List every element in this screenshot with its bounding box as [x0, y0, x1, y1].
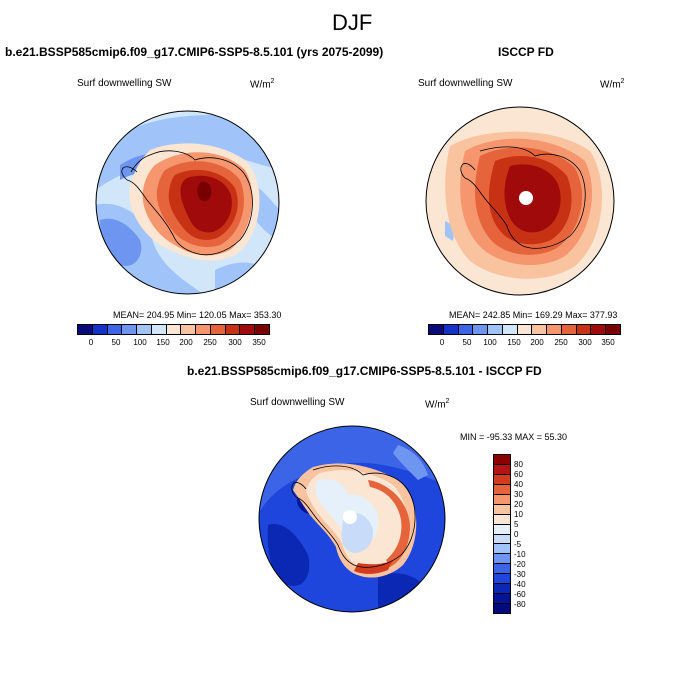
panel2-units-label: W/m2	[600, 78, 625, 91]
color-swatch	[547, 325, 562, 334]
color-swatch	[92, 325, 108, 334]
colorbar-tick: 10	[514, 510, 523, 519]
color-swatch	[494, 484, 510, 495]
color-swatch	[576, 325, 592, 334]
colorbar-tick: 200	[179, 338, 193, 347]
colorbar-tick: -60	[514, 590, 526, 599]
colorbar-tick: 0	[439, 338, 445, 347]
color-swatch	[494, 534, 510, 545]
color-swatch	[494, 455, 510, 465]
colorbar-tick: 80	[514, 460, 523, 469]
color-swatch	[151, 325, 167, 334]
color-swatch	[494, 544, 510, 555]
color-swatch	[606, 325, 620, 334]
color-swatch	[517, 325, 533, 334]
color-swatch	[494, 564, 510, 575]
colorbar-tick: 250	[554, 338, 568, 347]
color-swatch	[488, 325, 503, 334]
panel1-units-label: W/m2	[250, 78, 275, 91]
colorbar-tick: 50	[462, 338, 472, 347]
color-swatch	[494, 584, 510, 595]
color-swatch	[591, 325, 607, 334]
colorbar-tick: 350	[252, 338, 266, 347]
color-swatch	[181, 325, 197, 334]
diff-variable-label: Surf downwelling SW	[250, 397, 345, 408]
color-swatch	[240, 325, 256, 334]
panel1-colorbar	[77, 324, 270, 335]
panel1-case-title: b.e21.BSSP585cmip6.f09_g17.CMIP6-SSP5-8.…	[5, 45, 384, 59]
colorbar-tick: -20	[514, 560, 526, 569]
colorbar-tick: 300	[228, 338, 242, 347]
diff-polar-map	[258, 425, 446, 613]
colorbar-tick: 350	[601, 338, 615, 347]
colorbar-tick: 100	[133, 338, 147, 347]
color-swatch	[122, 325, 138, 334]
color-swatch	[225, 325, 241, 334]
color-swatch	[494, 524, 510, 535]
colorbar-tick: -5	[514, 540, 522, 549]
color-swatch	[494, 474, 510, 485]
color-swatch	[494, 464, 510, 475]
color-swatch	[166, 325, 182, 334]
panel1-stats: MEAN= 204.95 Min= 120.05 Max= 353.30	[113, 310, 282, 320]
color-swatch	[494, 504, 510, 515]
colorbar-tick: 20	[514, 500, 523, 509]
color-swatch	[494, 604, 510, 613]
colorbar-tick: -80	[514, 600, 526, 609]
diff-units-label: W/m2	[425, 398, 450, 411]
colorbar-tick: 200	[530, 338, 544, 347]
colorbar-tick: 30	[514, 490, 523, 499]
color-swatch	[196, 325, 211, 334]
colorbar-tick: 60	[514, 470, 523, 479]
color-swatch	[494, 594, 510, 605]
colorbar-tick: -40	[514, 580, 526, 589]
color-swatch	[255, 325, 269, 334]
color-swatch	[443, 325, 459, 334]
colorbar-tick: 5	[514, 520, 519, 529]
color-swatch	[429, 325, 444, 334]
colorbar-tick: 250	[203, 338, 217, 347]
colorbar-tick: -10	[514, 550, 526, 559]
color-swatch	[494, 514, 510, 525]
color-swatch	[473, 325, 489, 334]
color-swatch	[458, 325, 474, 334]
color-swatch	[532, 325, 548, 334]
colorbar-tick: 40	[514, 480, 523, 489]
panel2-case-title: ISCCP FD	[498, 45, 554, 59]
colorbar-tick: 100	[483, 338, 497, 347]
panel2-polar-map	[425, 106, 615, 296]
panel2-variable-label: Surf downwelling SW	[418, 78, 513, 89]
color-swatch	[494, 494, 510, 505]
color-swatch	[78, 325, 93, 334]
diff-case-title: b.e21.BSSP585cmip6.f09_g17.CMIP6-SSP5-8.…	[187, 364, 542, 378]
diff-colorbar	[493, 454, 511, 614]
colorbar-tick: -30	[514, 570, 526, 579]
colorbar-tick: 150	[507, 338, 521, 347]
panel1-polar-map	[95, 110, 280, 295]
color-swatch	[502, 325, 518, 334]
colorbar-tick: 0	[88, 338, 94, 347]
figure-title: DJF	[332, 10, 373, 35]
color-swatch	[561, 325, 577, 334]
color-swatch	[137, 325, 152, 334]
diff-stats: MIN = -95.33 MAX = 55.30	[460, 432, 568, 442]
panel2-colorbar	[428, 324, 621, 335]
panel1-variable-label: Surf downwelling SW	[77, 78, 172, 89]
colorbar-tick: 50	[111, 338, 121, 347]
color-swatch	[494, 554, 510, 565]
colorbar-tick: 0	[514, 530, 519, 539]
color-swatch	[210, 325, 226, 334]
color-swatch	[494, 574, 510, 585]
color-swatch	[107, 325, 123, 334]
colorbar-tick: 150	[156, 338, 170, 347]
colorbar-tick: 300	[578, 338, 592, 347]
panel2-stats: MEAN= 242.85 Min= 169.29 Max= 377.93	[449, 310, 618, 320]
